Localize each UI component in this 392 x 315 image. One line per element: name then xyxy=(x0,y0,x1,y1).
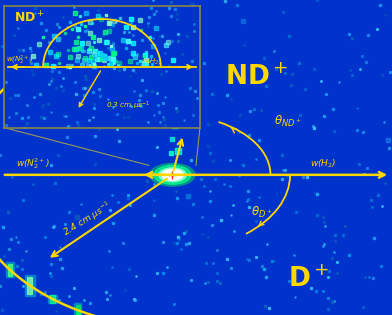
Ellipse shape xyxy=(159,168,186,182)
Bar xyxy=(48,295,57,303)
Text: $\theta_{ND^+}$: $\theta_{ND^+}$ xyxy=(274,113,302,129)
Bar xyxy=(25,275,35,296)
Bar xyxy=(74,303,82,315)
Ellipse shape xyxy=(162,169,183,180)
Text: $w$(H$_2$): $w$(H$_2$) xyxy=(141,56,162,66)
Text: $\theta_{D^+}$: $\theta_{D^+}$ xyxy=(251,205,272,220)
Text: ND$^+$: ND$^+$ xyxy=(225,65,289,91)
Bar xyxy=(76,305,80,315)
Text: 0.3 cm μs$^{-1}$: 0.3 cm μs$^{-1}$ xyxy=(106,100,151,112)
Text: 2.4 cm μs$^{-1}$: 2.4 cm μs$^{-1}$ xyxy=(61,199,115,240)
Text: ND$^+$: ND$^+$ xyxy=(14,10,45,25)
Bar xyxy=(8,264,12,276)
Text: $w$(H$_2$): $w$(H$_2$) xyxy=(310,157,336,169)
Bar xyxy=(51,295,55,303)
Bar xyxy=(6,262,14,277)
Ellipse shape xyxy=(154,165,191,184)
Ellipse shape xyxy=(150,163,195,186)
Text: D$^+$: D$^+$ xyxy=(288,266,330,293)
Text: $w$(N$_2^{2+}$): $w$(N$_2^{2+}$) xyxy=(16,156,50,170)
Text: $w$(N$_2^{2+}$): $w$(N$_2^{2+}$) xyxy=(6,54,33,67)
Bar xyxy=(27,277,33,294)
